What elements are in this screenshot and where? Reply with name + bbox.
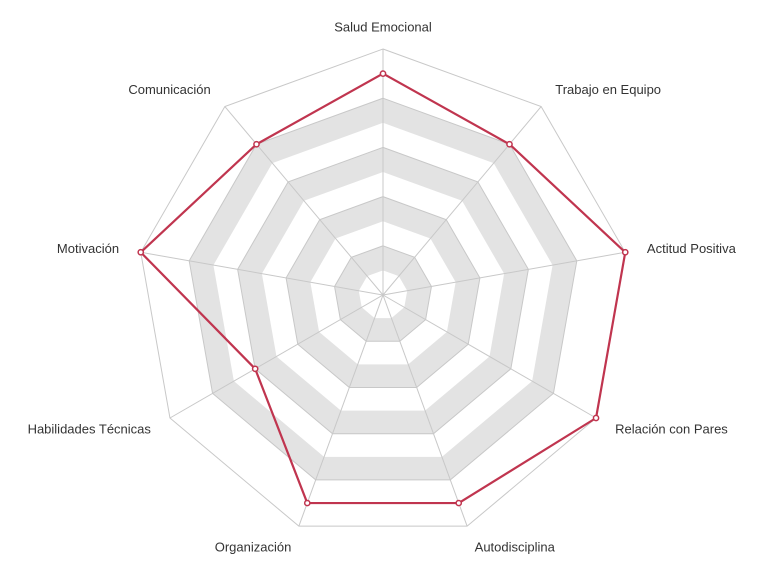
radar-axis-label: Habilidades Técnicas	[28, 422, 152, 437]
radar-series-line	[139, 72, 627, 505]
radar-spoke	[224, 106, 384, 296]
radar-axis-label: Motivación	[57, 241, 119, 256]
radar-point	[253, 140, 260, 148]
radar-axis-label: Salud Emocional	[334, 20, 432, 35]
radar-axis-label: Comunicación	[128, 82, 210, 97]
radar-spoke	[382, 294, 468, 527]
radar-point	[379, 70, 387, 77]
radar-spoke	[382, 251, 626, 296]
radar-point	[621, 248, 629, 256]
radar-axis-label: Organización	[215, 539, 292, 554]
radar-grid-ring	[334, 245, 432, 342]
radar-grid	[140, 48, 626, 527]
radar-axis-label: Relación con Pares	[615, 422, 728, 437]
radar-axis-label: Actitud Positiva	[647, 241, 737, 256]
radar-band	[334, 245, 432, 342]
radar-grid-ring	[188, 97, 578, 481]
radar-axis-label: Trabajo en Equipo	[555, 82, 661, 97]
radar-spoke	[382, 106, 542, 296]
radar-axis-labels: Salud Emocional Trabajo en Equipo Actitud …	[28, 20, 737, 555]
radar-grid-ring	[285, 196, 481, 388]
radar-bands	[189, 98, 577, 480]
radar-point	[455, 499, 463, 507]
radar-point	[506, 140, 513, 148]
radar-spoke	[298, 294, 384, 527]
radar-point	[251, 365, 259, 373]
radar-spoke	[169, 294, 384, 419]
radar-spoke	[382, 294, 597, 419]
radar-grid-ring	[237, 146, 529, 435]
radar-axis-label: Autodisciplina	[475, 539, 556, 554]
radar-point	[303, 499, 311, 507]
radar-grid-ring	[140, 48, 626, 527]
radar-series	[137, 70, 629, 507]
radar-point	[137, 248, 145, 256]
radar-spokes	[140, 49, 626, 527]
radar-point	[592, 414, 600, 422]
radar-spoke	[140, 251, 384, 296]
